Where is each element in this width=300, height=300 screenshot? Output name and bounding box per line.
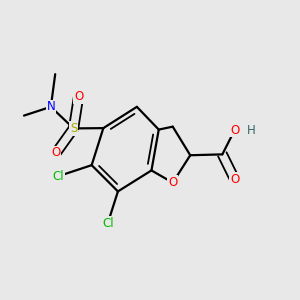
Text: O: O xyxy=(230,173,239,186)
Text: O: O xyxy=(74,90,83,104)
Text: N: N xyxy=(46,100,55,113)
Text: H: H xyxy=(247,124,256,137)
Text: S: S xyxy=(70,122,77,135)
Text: Cl: Cl xyxy=(102,217,113,230)
Text: O: O xyxy=(168,176,177,189)
Text: O: O xyxy=(230,124,239,137)
Text: O: O xyxy=(52,146,61,159)
Text: Cl: Cl xyxy=(52,170,64,183)
